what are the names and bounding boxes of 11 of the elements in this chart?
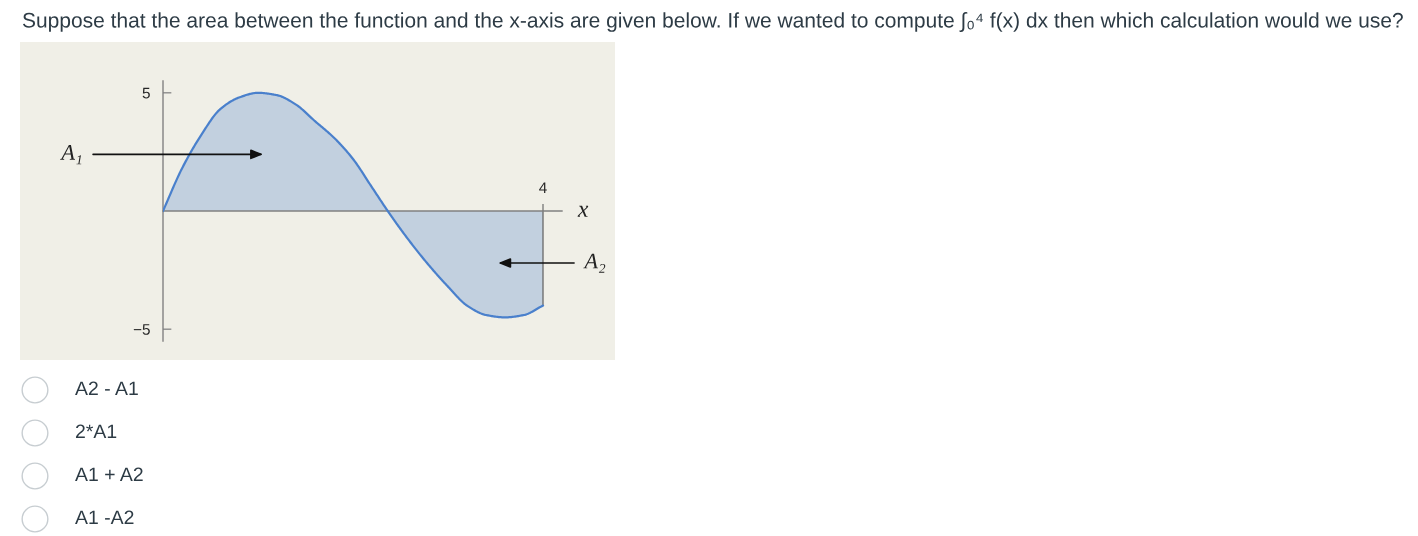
y-tick-label: −5: [133, 324, 150, 335]
x-axis-title: x: [577, 205, 589, 217]
y-tick-label: 5: [142, 87, 150, 99]
text: A1 + A2: [75, 467, 143, 482]
text: A₁: [60, 144, 82, 165]
text: 2*A1: [75, 424, 117, 439]
text: Suppose that the area between the function and the x-axis are given below. If we wanted to compute ∫₀⁴ f(x) dx then which calculation would we use?: [22, 12, 1403, 32]
x-tick-label: 4: [539, 182, 547, 193]
text: A1 -A2: [75, 510, 134, 525]
text: A₂: [583, 253, 606, 273]
text: A2 - A1: [75, 381, 138, 396]
